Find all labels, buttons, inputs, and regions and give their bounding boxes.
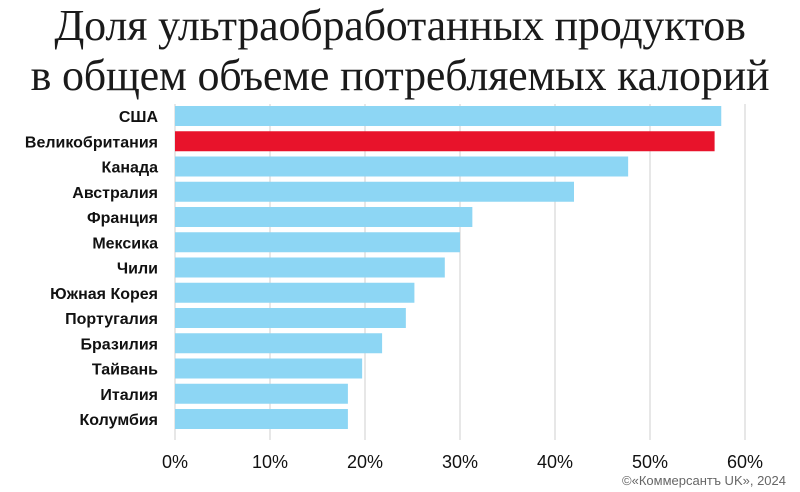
category-label: Чили [117, 261, 158, 278]
category-label: Италия [100, 387, 158, 404]
chart-title-line-2: в общем объеме потребляемых калорий [30, 51, 770, 100]
bar [175, 333, 383, 354]
x-tick-label: 10% [252, 452, 288, 472]
bar [175, 308, 406, 328]
bar [175, 383, 348, 404]
bar [175, 282, 415, 303]
category-label: Португалия [65, 311, 158, 328]
category-label: Бразилия [81, 336, 159, 353]
category-label: Южная Корея [50, 286, 158, 303]
category-label: США [119, 109, 159, 126]
category-label: Франция [87, 210, 158, 227]
bar [175, 181, 574, 202]
x-tick-label: 40% [537, 452, 573, 472]
chart-title-line-1: Доля ультраобработанных продуктов [54, 1, 746, 50]
category-label: Колумбия [80, 412, 158, 429]
credit-text: ©«Коммерсантъ UK», 2024 [622, 473, 786, 488]
x-tick-label: 30% [442, 452, 478, 472]
x-tick-label: 0% [162, 452, 188, 472]
category-label: Канада [102, 160, 159, 177]
bar [175, 257, 445, 278]
bar [175, 232, 460, 253]
category-label: Тайвань [92, 362, 158, 379]
category-label: Мексика [92, 235, 158, 252]
bar [175, 409, 348, 429]
x-tick-label: 20% [347, 452, 383, 472]
bar [175, 207, 473, 227]
category-label: Австралия [72, 185, 158, 202]
bar [175, 106, 722, 126]
x-tick-label: 50% [632, 452, 668, 472]
bar [175, 156, 629, 177]
bar [175, 358, 363, 379]
bar [175, 131, 715, 152]
x-tick-label: 60% [727, 452, 763, 472]
category-label: Великобритания [25, 134, 158, 151]
